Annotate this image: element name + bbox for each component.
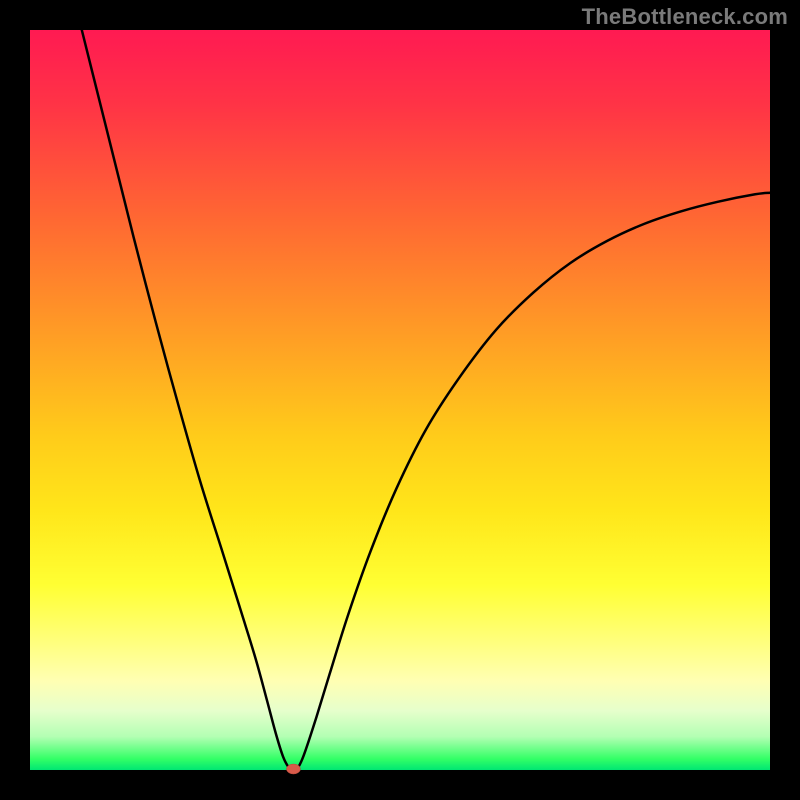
watermark-text: TheBottleneck.com <box>582 4 788 30</box>
figure-container: TheBottleneck.com <box>0 0 800 800</box>
minimum-marker <box>286 764 300 774</box>
bottleneck-chart <box>0 0 800 800</box>
plot-background <box>30 30 770 770</box>
